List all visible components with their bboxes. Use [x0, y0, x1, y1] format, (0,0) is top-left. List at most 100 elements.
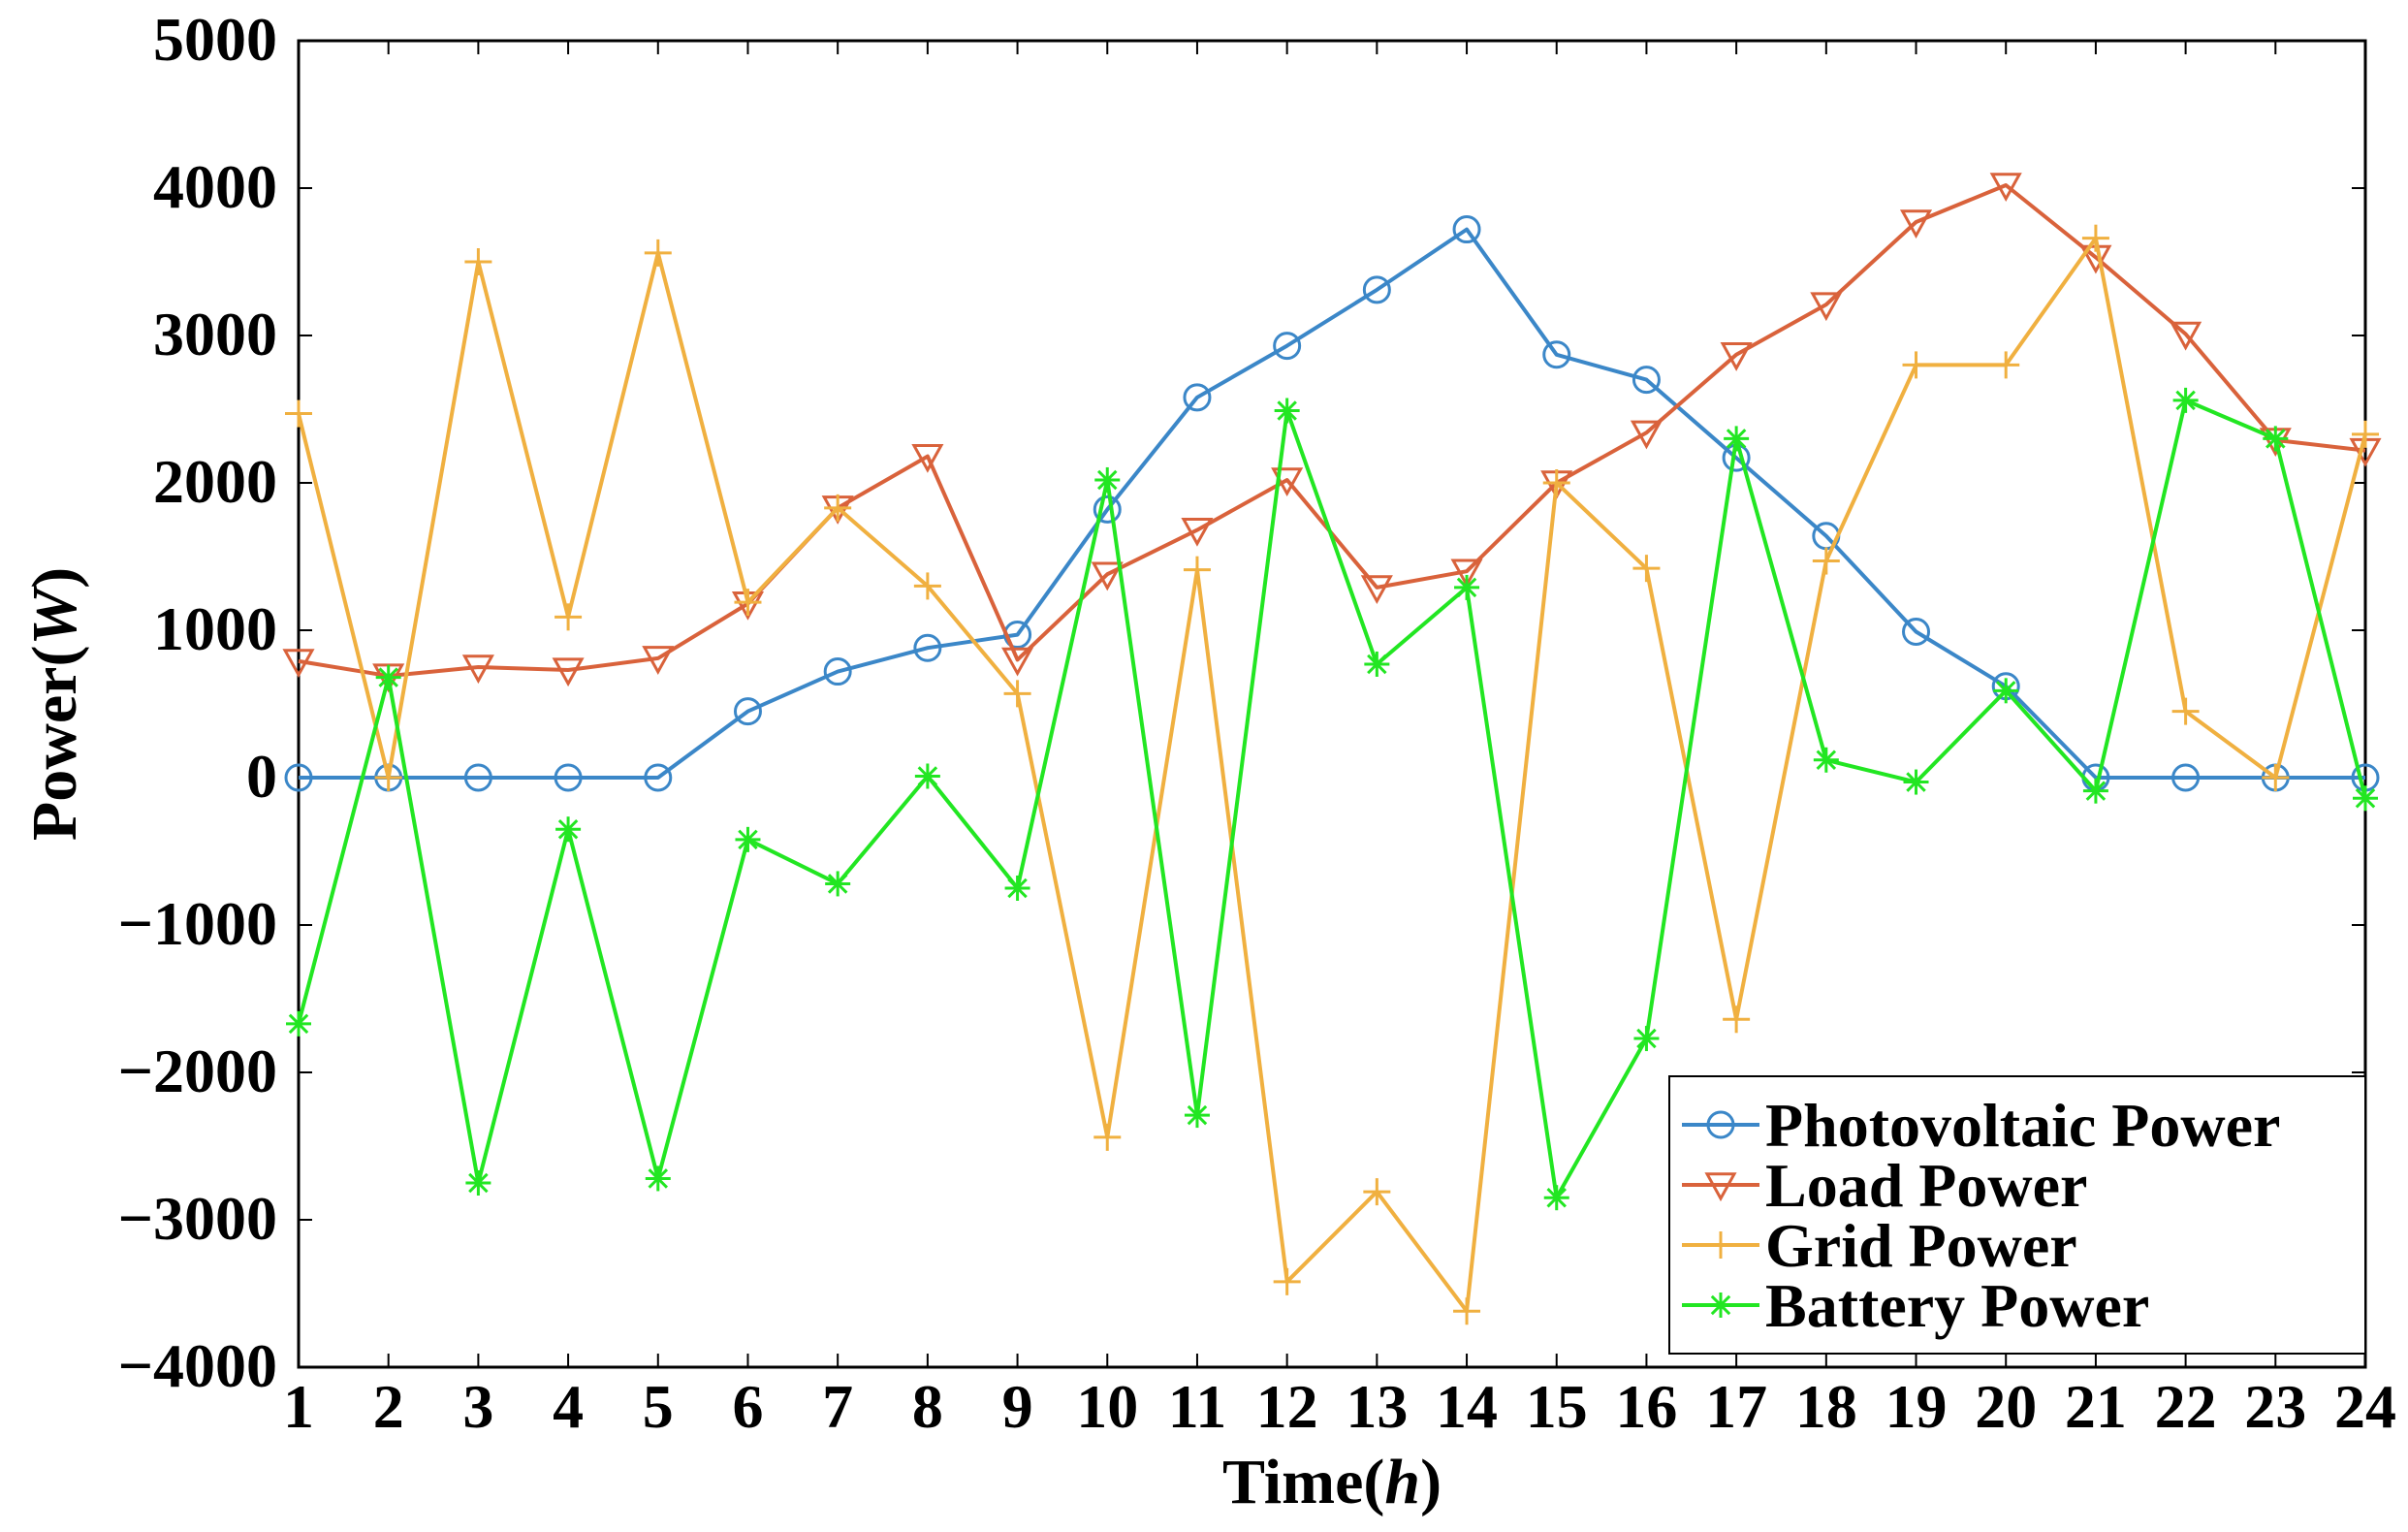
legend-item: Photovoltaic Power: [1682, 1091, 2280, 1160]
data-point: [824, 494, 852, 522]
data-point: [2353, 785, 2378, 812]
y-tick-label: −1000: [118, 889, 277, 958]
data-point: [734, 589, 762, 617]
data-point: [1630, 420, 1663, 450]
data-point: [1810, 292, 1843, 322]
x-tick-label: 24: [2334, 1372, 2396, 1441]
y-tick-label: 4000: [153, 152, 277, 221]
data-point: [461, 654, 494, 685]
x-tick-label: 3: [462, 1372, 493, 1441]
x-tick-label: 4: [553, 1372, 584, 1441]
data-point: [1633, 1026, 1660, 1052]
data-point: [645, 1165, 671, 1192]
data-point: [1899, 209, 1933, 239]
data-point: [1273, 1267, 1301, 1295]
x-axis-title: Time(h): [1222, 1447, 1442, 1517]
data-point: [554, 763, 583, 792]
data-point: [1004, 876, 1030, 901]
data-point: [2081, 224, 2109, 252]
data-point: [1183, 556, 1211, 584]
data-point: [1094, 466, 1121, 493]
data-point: [1183, 383, 1212, 412]
data-point: [552, 657, 585, 687]
series-line: [297, 398, 2367, 1200]
legend-label: Grid Power: [1765, 1211, 2077, 1280]
data-point: [914, 763, 940, 789]
data-point: [2352, 420, 2379, 448]
data-point: [1903, 769, 1929, 795]
data-point: [1989, 173, 2022, 203]
data-point: [913, 633, 942, 662]
data-point: [464, 248, 492, 275]
legend-item: Battery Power: [1682, 1271, 2149, 1340]
data-point: [1273, 332, 1302, 361]
data-point: [1632, 555, 1661, 583]
data-point: [1093, 495, 1122, 524]
x-tick-label: 1: [283, 1372, 314, 1441]
x-tick-label: 22: [2155, 1372, 2217, 1441]
x-tick-label: 2: [373, 1372, 404, 1441]
data-point: [1632, 366, 1661, 395]
data-point: [2171, 763, 2201, 792]
data-point: [463, 763, 492, 792]
x-tick-label: 17: [1705, 1372, 1767, 1441]
data-point: [1707, 1231, 1734, 1259]
data-point: [465, 1170, 491, 1196]
data-point: [2171, 697, 2200, 725]
data-point: [1542, 469, 1570, 496]
data-point: [2172, 387, 2199, 413]
legend-label: Battery Power: [1765, 1271, 2149, 1340]
data-point: [1450, 559, 1483, 589]
data-point: [1363, 1178, 1391, 1206]
series-grid-power: [285, 224, 2379, 1325]
data-point: [1454, 574, 1480, 600]
x-tick-label: 7: [822, 1372, 853, 1441]
data-point: [1992, 351, 2020, 379]
data-point: [1813, 747, 1839, 773]
legend-item: Load Power: [1682, 1151, 2087, 1220]
data-point: [284, 763, 313, 792]
x-tick-label: 21: [2065, 1372, 2127, 1441]
y-tick-label: 5000: [153, 5, 277, 74]
legend-label: Load Power: [1765, 1151, 2087, 1220]
x-tick-label: 9: [1002, 1372, 1033, 1441]
data-point: [1001, 647, 1034, 677]
series-battery-power: [286, 387, 2378, 1211]
data-point: [285, 399, 312, 428]
legend-box: [1668, 1075, 2366, 1355]
data-point: [1452, 215, 1481, 244]
y-tick-label: 1000: [153, 594, 277, 663]
data-point: [374, 764, 402, 791]
data-point: [1364, 651, 1390, 677]
data-point: [913, 572, 941, 600]
data-point: [1181, 517, 1214, 547]
data-point: [1812, 547, 1840, 575]
x-tick-label: 13: [1346, 1372, 1408, 1441]
data-point: [2082, 778, 2108, 804]
data-point: [644, 239, 672, 267]
y-tick-label: 3000: [153, 300, 277, 368]
x-tick-label: 14: [1436, 1372, 1498, 1441]
data-point: [733, 697, 762, 726]
x-tick-label: 11: [1168, 1372, 1226, 1441]
series-layer: [282, 173, 2382, 1325]
data-point: [1704, 1172, 1737, 1202]
y-tick-label: −2000: [118, 1037, 277, 1105]
x-tick-label: 15: [1526, 1372, 1588, 1441]
x-tick-label: 6: [732, 1372, 763, 1441]
data-point: [1902, 351, 1930, 379]
x-tick-label: 10: [1076, 1372, 1138, 1441]
series-line: [299, 227, 2365, 780]
x-tick-label: 5: [643, 1372, 674, 1441]
series-line: [297, 236, 2367, 1314]
data-point: [1360, 575, 1393, 605]
data-point: [1993, 678, 2019, 704]
legend-item: Grid Power: [1682, 1211, 2077, 1280]
data-point: [1706, 1110, 1735, 1139]
data-point: [2263, 426, 2289, 452]
data-point: [1724, 426, 1750, 452]
y-tick-label: 2000: [153, 447, 277, 516]
data-point: [1723, 1005, 1751, 1034]
data-point: [1093, 1123, 1122, 1151]
